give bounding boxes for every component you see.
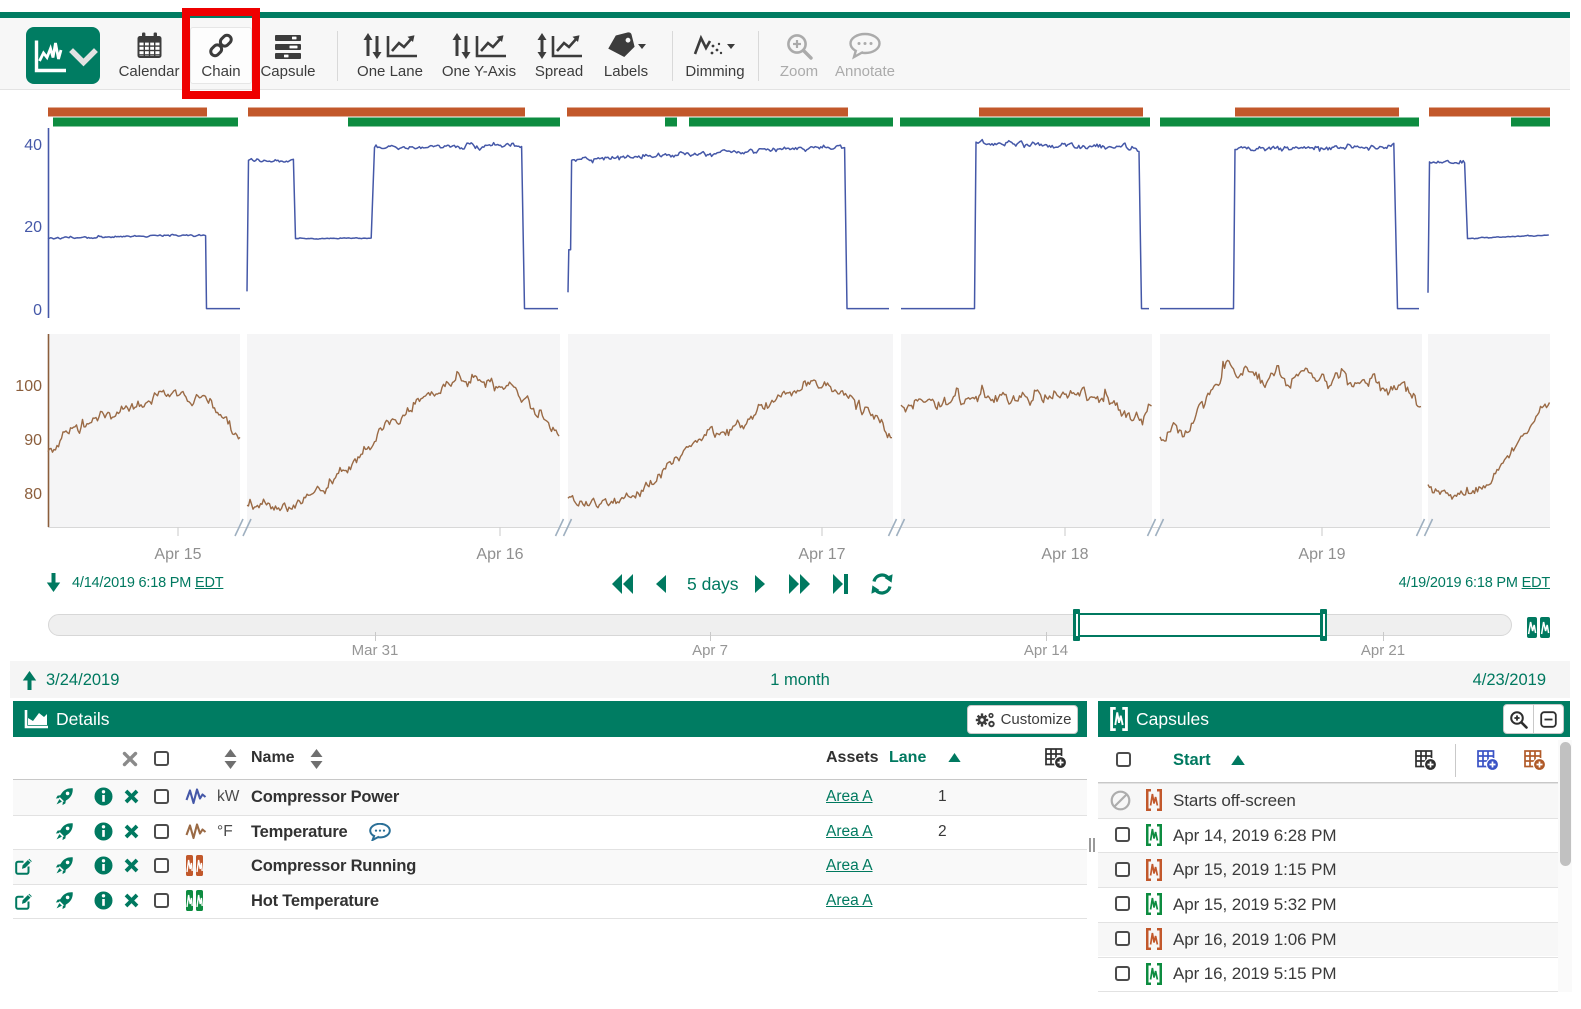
svg-text:Apr 16: Apr 16 — [476, 546, 523, 563]
svg-text:Apr 18: Apr 18 — [1041, 546, 1088, 563]
svg-text:5 days: 5 days — [687, 574, 739, 594]
svg-text:Apr 19: Apr 19 — [1298, 546, 1345, 563]
svg-text:100: 100 — [15, 378, 42, 395]
svg-text:80: 80 — [24, 486, 42, 503]
svg-text:90: 90 — [24, 432, 42, 449]
svg-text:20: 20 — [24, 219, 42, 236]
svg-text:40: 40 — [24, 137, 42, 154]
svg-text:0: 0 — [33, 302, 42, 319]
svg-text:Apr 17: Apr 17 — [798, 546, 845, 563]
svg-text:Apr 15: Apr 15 — [154, 546, 201, 563]
